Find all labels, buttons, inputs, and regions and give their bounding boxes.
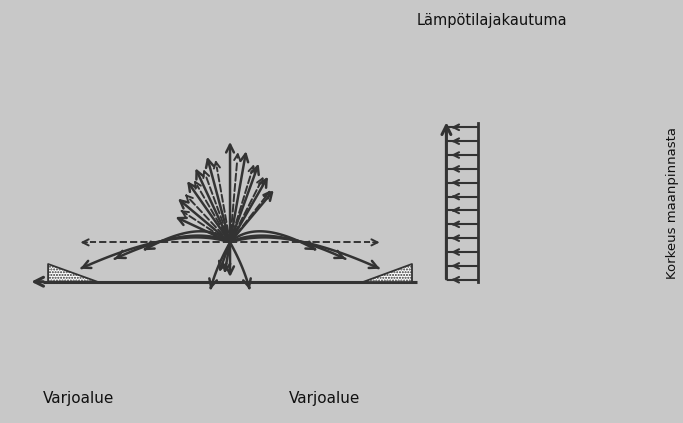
Text: Varjoalue: Varjoalue [43, 391, 114, 406]
Text: Varjoalue: Varjoalue [289, 391, 360, 406]
Text: Lämpötilajakautuma: Lämpötilajakautuma [417, 13, 567, 27]
Text: Korkeus maanpinnasta: Korkeus maanpinnasta [666, 127, 680, 279]
